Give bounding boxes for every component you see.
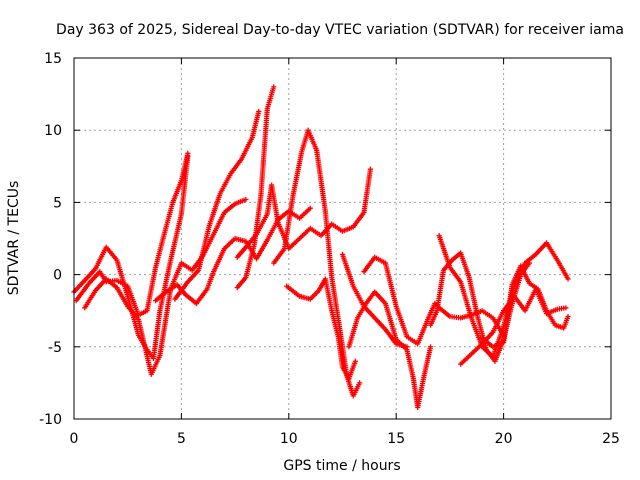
x-tick-label: 10 [280, 431, 298, 447]
data-point [243, 196, 249, 203]
x-tick-label: 20 [495, 431, 513, 447]
data-point [563, 305, 569, 311]
y-axis-label: SDTVAR / TECUs [6, 181, 22, 296]
series-4 [172, 108, 262, 302]
data-point [427, 344, 434, 350]
x-tick-label: 25 [602, 431, 620, 447]
series-2 [73, 150, 191, 318]
data-point [565, 313, 571, 320]
series-0 [71, 153, 191, 361]
series-7 [271, 127, 363, 399]
chart-title: Day 363 of 2025, Sidereal Day-to-day VTE… [56, 22, 624, 38]
data-point [256, 108, 262, 115]
data-point [357, 380, 363, 386]
data-point [367, 166, 374, 172]
tick-labels: 0 5 10 15 20 25 -10 -5 0 5 10 15 [39, 51, 620, 447]
series-9 [339, 251, 410, 350]
data-point [271, 84, 277, 90]
grid [74, 58, 611, 419]
y-tick-label: 10 [44, 123, 62, 139]
data-point [565, 276, 571, 282]
plot-frame [73, 57, 612, 420]
series-5 [234, 84, 277, 291]
y-tick-label: 0 [53, 268, 62, 284]
x-tick-label: 5 [177, 431, 186, 447]
y-tick-label: 5 [53, 195, 62, 211]
series-10 [346, 289, 434, 411]
data-series [71, 84, 571, 411]
x-tick-label: 0 [70, 431, 79, 447]
series-6 [234, 166, 374, 260]
x-tick-label: 15 [387, 431, 405, 447]
y-tick-label: -10 [39, 412, 62, 428]
series-15 [479, 263, 571, 350]
data-point [307, 205, 313, 211]
series-11 [361, 254, 507, 347]
y-tick-label: 15 [44, 51, 62, 67]
y-tick-label: -5 [48, 340, 62, 356]
data-point [352, 358, 358, 364]
data-point [185, 150, 191, 156]
x-axis-label: GPS time / hours [283, 458, 400, 474]
series-8 [284, 276, 358, 382]
